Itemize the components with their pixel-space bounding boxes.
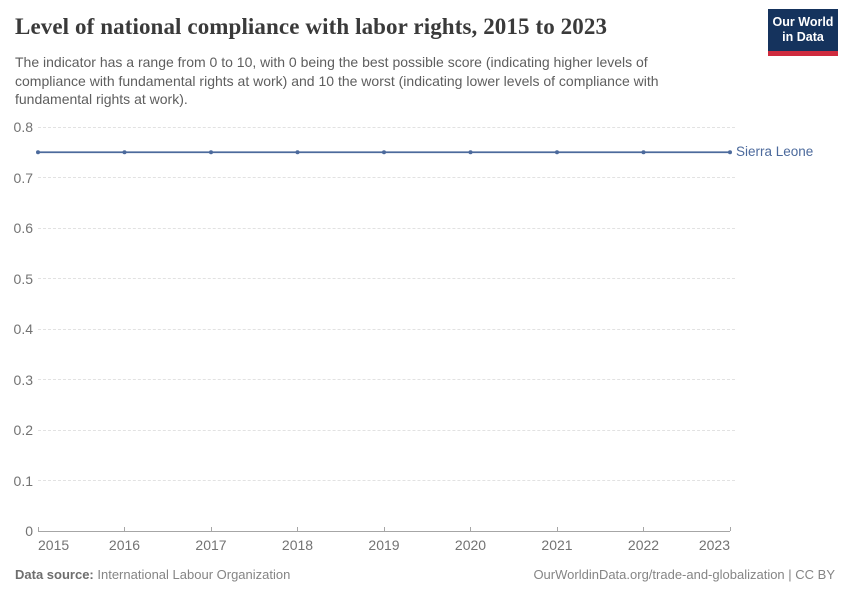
chart-title: Level of national compliance with labor …	[15, 14, 608, 39]
y-gridline	[38, 379, 735, 380]
y-axis-tick-label: 0.1	[13, 472, 33, 489]
y-axis-tick-label: 0.4	[13, 321, 33, 337]
x-axis-line	[38, 531, 730, 532]
x-axis-tick-label: 2019	[368, 537, 400, 553]
data-source-label: Data source:	[15, 567, 94, 582]
owid-logo[interactable]: Our World in Data	[768, 9, 838, 56]
y-gridline	[38, 480, 735, 481]
y-axis-tick-label: 0.6	[13, 220, 33, 236]
y-axis-tick-label: 0.5	[13, 270, 33, 287]
x-axis-tick	[210, 527, 212, 531]
logo-line-1: Our World	[772, 15, 834, 29]
series-label-sierra-leone[interactable]: Sierra Leone	[736, 144, 814, 160]
x-axis-tick-label: 2022	[627, 537, 660, 553]
y-axis-tick-label: 0	[25, 523, 33, 539]
y-gridline	[38, 177, 735, 178]
x-axis-tick	[37, 527, 39, 531]
data-point-marker[interactable]	[295, 150, 300, 155]
data-point-marker[interactable]	[382, 150, 386, 155]
data-point-marker[interactable]	[728, 150, 732, 155]
y-axis-tick-label: 0.2	[13, 422, 33, 438]
chart-footer: Data source: International Labour Organi…	[15, 567, 835, 582]
y-axis-tick-label: 0.7	[13, 169, 33, 186]
y-axis-tick-label: 0.3	[13, 371, 33, 388]
data-source-value: International Labour Organization	[97, 567, 291, 582]
x-axis-tick-label: 2017	[195, 537, 227, 553]
x-axis-tick-label: 2023	[698, 537, 730, 553]
y-gridline	[38, 278, 735, 279]
x-axis-tick-label: 2021	[541, 537, 573, 553]
x-axis-tick	[729, 527, 731, 531]
x-axis-tick	[556, 527, 558, 531]
y-gridline	[38, 227, 735, 229]
y-gridline	[38, 328, 735, 330]
x-axis-tick-label: 2015	[38, 537, 70, 553]
data-point-marker[interactable]	[209, 150, 213, 155]
x-axis-tick	[383, 527, 385, 531]
x-axis-tick	[297, 527, 298, 531]
y-gridline	[38, 126, 735, 128]
y-gridline	[38, 429, 735, 431]
data-point-marker[interactable]	[122, 150, 127, 155]
x-axis-tick-label: 2016	[108, 537, 141, 553]
x-axis-tick	[643, 527, 644, 531]
data-point-marker[interactable]	[555, 150, 559, 155]
x-axis-tick-label: 2018	[281, 537, 314, 553]
attribution-link[interactable]: OurWorldinData.org/trade-and-globalizati…	[533, 567, 835, 582]
x-axis-tick	[124, 527, 125, 531]
data-point-marker[interactable]	[468, 150, 473, 155]
x-axis-tick-label: 2020	[454, 537, 487, 553]
y-axis-tick-label: 0.8	[13, 119, 33, 135]
logo-line-2: in Data	[782, 30, 824, 45]
data-source: Data source: International Labour Organi…	[15, 567, 290, 582]
x-axis-tick	[470, 527, 471, 531]
data-point-marker[interactable]	[641, 150, 646, 155]
data-point-marker[interactable]	[36, 150, 40, 155]
chart-subtitle: The indicator has a range from 0 to 10, …	[15, 54, 659, 108]
